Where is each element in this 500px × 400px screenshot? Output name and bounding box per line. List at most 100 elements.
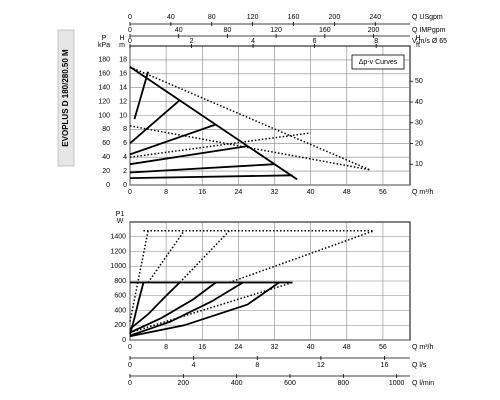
y-tick-label: 140 bbox=[98, 85, 110, 92]
top-axis-tick-label: 120 bbox=[247, 14, 259, 21]
h-m-tick-label: 6 bbox=[123, 140, 127, 147]
top-axis-label: Q USgpm bbox=[412, 14, 443, 21]
curve bbox=[129, 281, 293, 334]
top-axis-tick-label: 8 bbox=[374, 38, 378, 45]
y-tick-label: 200 bbox=[114, 322, 126, 329]
curve bbox=[129, 163, 275, 174]
h-ft-tick-label: 20 bbox=[415, 140, 423, 147]
x-tick-label: 8 bbox=[164, 189, 168, 196]
y-tick-label: 0 bbox=[122, 337, 126, 344]
y-tick-label: 1200 bbox=[110, 248, 126, 255]
curve bbox=[129, 66, 370, 171]
curve bbox=[129, 99, 181, 144]
curve bbox=[129, 132, 311, 158]
curve bbox=[129, 66, 298, 181]
curve bbox=[129, 281, 244, 337]
y-tick-label: 160 bbox=[98, 71, 110, 78]
x-tick-label: 32 bbox=[271, 344, 279, 351]
curve bbox=[147, 230, 185, 283]
y-tick-label: 60 bbox=[102, 140, 110, 147]
x-tick-label: 0 bbox=[128, 189, 132, 196]
bottom-axis-tick-label: 1000 bbox=[389, 380, 405, 387]
top-axis-tick-label: 4 bbox=[251, 38, 255, 45]
x-axis-label: Q m³/h bbox=[412, 189, 433, 196]
top-axis-tick-label: 6 bbox=[313, 38, 317, 45]
legend-box bbox=[351, 54, 405, 70]
bottom-axis-tick-label: 200 bbox=[177, 380, 189, 387]
curve bbox=[229, 230, 375, 284]
x-tick-label: 16 bbox=[198, 189, 206, 196]
x-tick-label: 24 bbox=[234, 344, 242, 351]
x-tick-label: 56 bbox=[379, 344, 387, 351]
h-ft-tick-label: 50 bbox=[415, 78, 423, 85]
y-axis-label: P1 bbox=[116, 211, 125, 218]
top-axis-tick-label: 0 bbox=[128, 14, 132, 21]
curve bbox=[133, 71, 149, 120]
h-m-label: H bbox=[119, 35, 124, 42]
top-axis-tick-label: 0 bbox=[128, 27, 132, 34]
bottom-axis-tick-label: 4 bbox=[192, 362, 196, 369]
h-m-tick-label: 4 bbox=[123, 154, 127, 161]
bottom-axis-tick-label: 8 bbox=[255, 362, 259, 369]
h-m-unit: m bbox=[119, 42, 125, 49]
curve bbox=[129, 281, 181, 330]
bottom-axis-tick-label: 800 bbox=[337, 380, 349, 387]
x-tick-label: 32 bbox=[271, 189, 279, 196]
curve bbox=[129, 174, 293, 179]
curve bbox=[129, 281, 217, 334]
y-tick-label: 800 bbox=[114, 278, 126, 285]
x-tick-label: 40 bbox=[307, 189, 315, 196]
y-axis-unit: W bbox=[117, 218, 124, 225]
h-m-tick-label: 16 bbox=[119, 71, 127, 78]
x-tick-label: 56 bbox=[379, 189, 387, 196]
chart-title: EVOPLUS D 180/280.50 M bbox=[61, 49, 70, 147]
y-tick-label: 400 bbox=[114, 307, 126, 314]
y-tick-label: 180 bbox=[98, 57, 110, 64]
h-m-tick-label: 0 bbox=[123, 182, 127, 189]
top-axis-tick-label: 240 bbox=[369, 14, 381, 21]
h-m-tick-label: 18 bbox=[119, 57, 127, 64]
h-m-tick-label: 8 bbox=[123, 126, 127, 133]
bottom-axis-tick-label: 16 bbox=[381, 362, 389, 369]
h-m-tick-label: 14 bbox=[119, 85, 127, 92]
bottom-axis-tick-label: 0 bbox=[128, 362, 132, 369]
top-axis-tick-label: 160 bbox=[288, 14, 300, 21]
y-tick-label: 40 bbox=[102, 154, 110, 161]
bottom-axis-label: Q l/s bbox=[412, 362, 427, 369]
x-tick-label: 24 bbox=[234, 189, 242, 196]
x-tick-label: 8 bbox=[164, 344, 168, 351]
x-tick-label: 16 bbox=[198, 344, 206, 351]
h-ft-tick-label: 40 bbox=[415, 99, 423, 106]
curve bbox=[129, 230, 149, 322]
bottom-axis-tick-label: 400 bbox=[231, 380, 243, 387]
h-ft-tick-label: 30 bbox=[415, 120, 423, 127]
y-tick-label: 1000 bbox=[110, 263, 126, 270]
h-m-tick-label: 2 bbox=[123, 168, 127, 175]
h-ft-unit: ft bbox=[416, 42, 420, 49]
top-axis-tick-label: 80 bbox=[208, 14, 216, 21]
title-box bbox=[57, 29, 75, 167]
y-tick-label: 100 bbox=[98, 112, 110, 119]
x-tick-label: 40 bbox=[307, 344, 315, 351]
x-axis-label: Q m³/h bbox=[412, 344, 433, 351]
top-axis-tick-label: 200 bbox=[368, 27, 380, 34]
bottom-axis-tick-label: 12 bbox=[317, 362, 325, 369]
top-axis-label: V m/s Ø 65 bbox=[412, 38, 447, 45]
y-tick-label: 1400 bbox=[110, 234, 126, 241]
y-axis-unit: kPa bbox=[98, 42, 110, 49]
h-ft-tick-label: 10 bbox=[415, 161, 423, 168]
x-tick-label: 48 bbox=[343, 189, 351, 196]
x-tick-label: 48 bbox=[343, 344, 351, 351]
h-m-tick-label: 10 bbox=[119, 112, 127, 119]
y-tick-label: 600 bbox=[114, 293, 126, 300]
curve bbox=[179, 230, 230, 284]
y-tick-label: 20 bbox=[102, 168, 110, 175]
curve bbox=[129, 281, 280, 338]
curve bbox=[129, 145, 248, 166]
bottom-axis-tick-label: 0 bbox=[128, 380, 132, 387]
h-m-tick-label: 12 bbox=[119, 98, 127, 105]
y-tick-label: 80 bbox=[102, 126, 110, 133]
bottom-axis-label: Q l/min bbox=[412, 380, 434, 387]
h-ft-label: H bbox=[415, 35, 420, 42]
